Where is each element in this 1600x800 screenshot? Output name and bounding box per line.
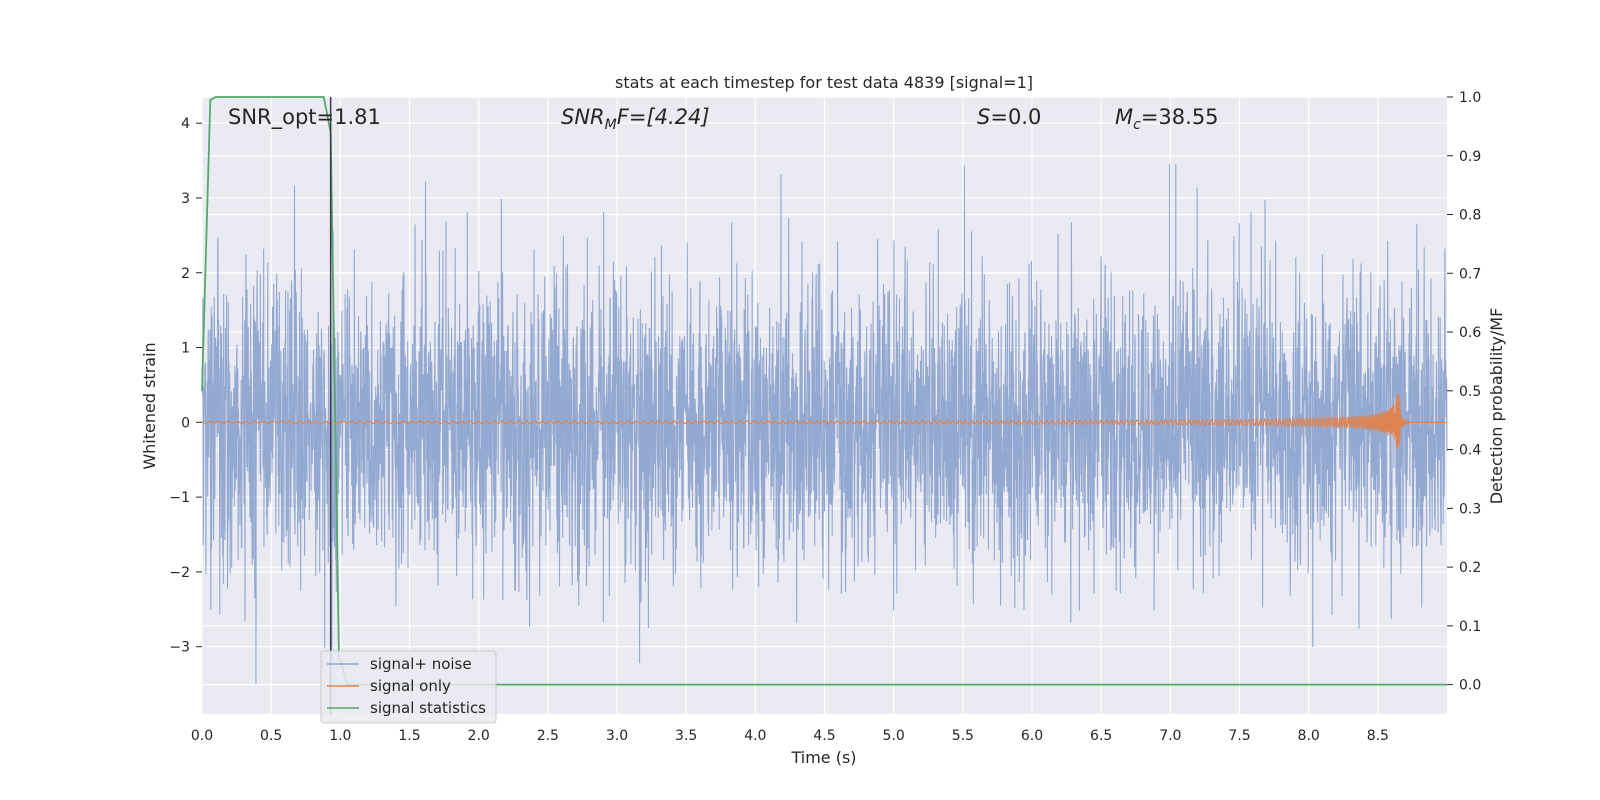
y-axis-left-label: Whitened strain bbox=[140, 342, 159, 469]
signal-noise-line bbox=[201, 164, 1448, 685]
annotation-snr-mf-sub: M bbox=[605, 117, 617, 133]
x-tick-label: 8.0 bbox=[1298, 728, 1320, 744]
y-right-tick-label: 0.4 bbox=[1459, 443, 1481, 459]
chart-title: stats at each timestep for test data 483… bbox=[615, 73, 1033, 92]
legend-label-signal-noise: signal+ noise bbox=[370, 655, 472, 673]
x-axis-label: Time (s) bbox=[790, 748, 856, 767]
y-right-tick-label: 0.3 bbox=[1459, 501, 1481, 517]
y-left-tick-label: 1 bbox=[181, 341, 190, 357]
signal-only-series bbox=[201, 393, 1447, 449]
y-right-tick-label: 0.7 bbox=[1459, 266, 1481, 282]
x-tick-label: 2.5 bbox=[537, 728, 559, 744]
legend-label-signal-statistics: signal statistics bbox=[370, 699, 486, 717]
y-right-tick-label: 0.5 bbox=[1459, 384, 1481, 400]
tick-labels: 0.0 0.5 1.0 1.5 2.0 2.5 3.0 3.5 4.0 4.5 5.0 5.5 6.0 6… bbox=[169, 90, 1481, 744]
x-tick-label: 6.5 bbox=[1090, 728, 1112, 744]
x-tick-label: 8.5 bbox=[1367, 728, 1389, 744]
x-tick-label: 2.0 bbox=[468, 728, 490, 744]
signal-noise-series bbox=[201, 164, 1448, 685]
y-right-tick-label: 0.6 bbox=[1459, 325, 1481, 341]
annotation-mc-rest: =38.55 bbox=[1141, 105, 1219, 129]
x-tick-label: 7.0 bbox=[1159, 728, 1181, 744]
x-tick-label: 1.0 bbox=[329, 728, 351, 744]
x-tick-label: 0.0 bbox=[191, 728, 213, 744]
signal-only-line bbox=[201, 393, 1447, 449]
annotation-mc-main: M bbox=[1115, 105, 1133, 129]
annotation-snr-mf: SNRMF=[4.24] bbox=[561, 105, 710, 133]
y-left-tick-label: 0 bbox=[181, 415, 190, 431]
legend: signal+ noise signal only signal statist… bbox=[320, 650, 497, 724]
x-tick-label: 7.5 bbox=[1228, 728, 1250, 744]
y-left-tick-label: −3 bbox=[169, 640, 190, 656]
legend-box bbox=[320, 650, 497, 724]
y-left-tick-label: −2 bbox=[169, 565, 190, 581]
annotation-snr-mf-rest: F=[4.24] bbox=[617, 105, 710, 129]
annotation-snr-mf-main: SNR bbox=[561, 105, 605, 129]
y-right-tick-label: 0.9 bbox=[1459, 149, 1481, 165]
annotation-snr-opt: SNR_opt=1.81 bbox=[228, 105, 381, 130]
annotation-mc: Mc=38.55 bbox=[1115, 105, 1219, 133]
annotation-s-rest: =0.0 bbox=[990, 105, 1041, 129]
annotation-s-main: S bbox=[977, 105, 990, 129]
y-left-tick-label: 3 bbox=[181, 191, 190, 207]
y-right-tick-label: 1.0 bbox=[1459, 90, 1481, 106]
y-right-tick-label: 0.0 bbox=[1459, 678, 1481, 694]
annotation-mc-sub: c bbox=[1133, 117, 1141, 133]
x-tick-label: 4.0 bbox=[744, 728, 766, 744]
x-tick-label: 4.5 bbox=[813, 728, 835, 744]
y-right-tick-label: 0.1 bbox=[1459, 619, 1481, 635]
y-axis-right-label: Detection probability/MF bbox=[1487, 308, 1506, 505]
y-right-tick-label: 0.8 bbox=[1459, 208, 1481, 224]
x-tick-label: 5.5 bbox=[952, 728, 974, 744]
x-tick-label: 1.5 bbox=[398, 728, 420, 744]
x-tick-label: 3.5 bbox=[675, 728, 697, 744]
annotation-s: S=0.0 bbox=[977, 105, 1041, 129]
x-tick-label: 5.0 bbox=[883, 728, 905, 744]
x-tick-label: 3.0 bbox=[606, 728, 628, 744]
y-left-tick-label: 4 bbox=[181, 116, 190, 132]
x-tick-label: 6.0 bbox=[1021, 728, 1043, 744]
y-left-tick-label: 2 bbox=[181, 266, 190, 282]
y-right-tick-label: 0.2 bbox=[1459, 560, 1481, 576]
legend-label-signal-only: signal only bbox=[370, 677, 451, 695]
y-left-tick-label: −1 bbox=[169, 490, 190, 506]
x-tick-label: 0.5 bbox=[260, 728, 282, 744]
